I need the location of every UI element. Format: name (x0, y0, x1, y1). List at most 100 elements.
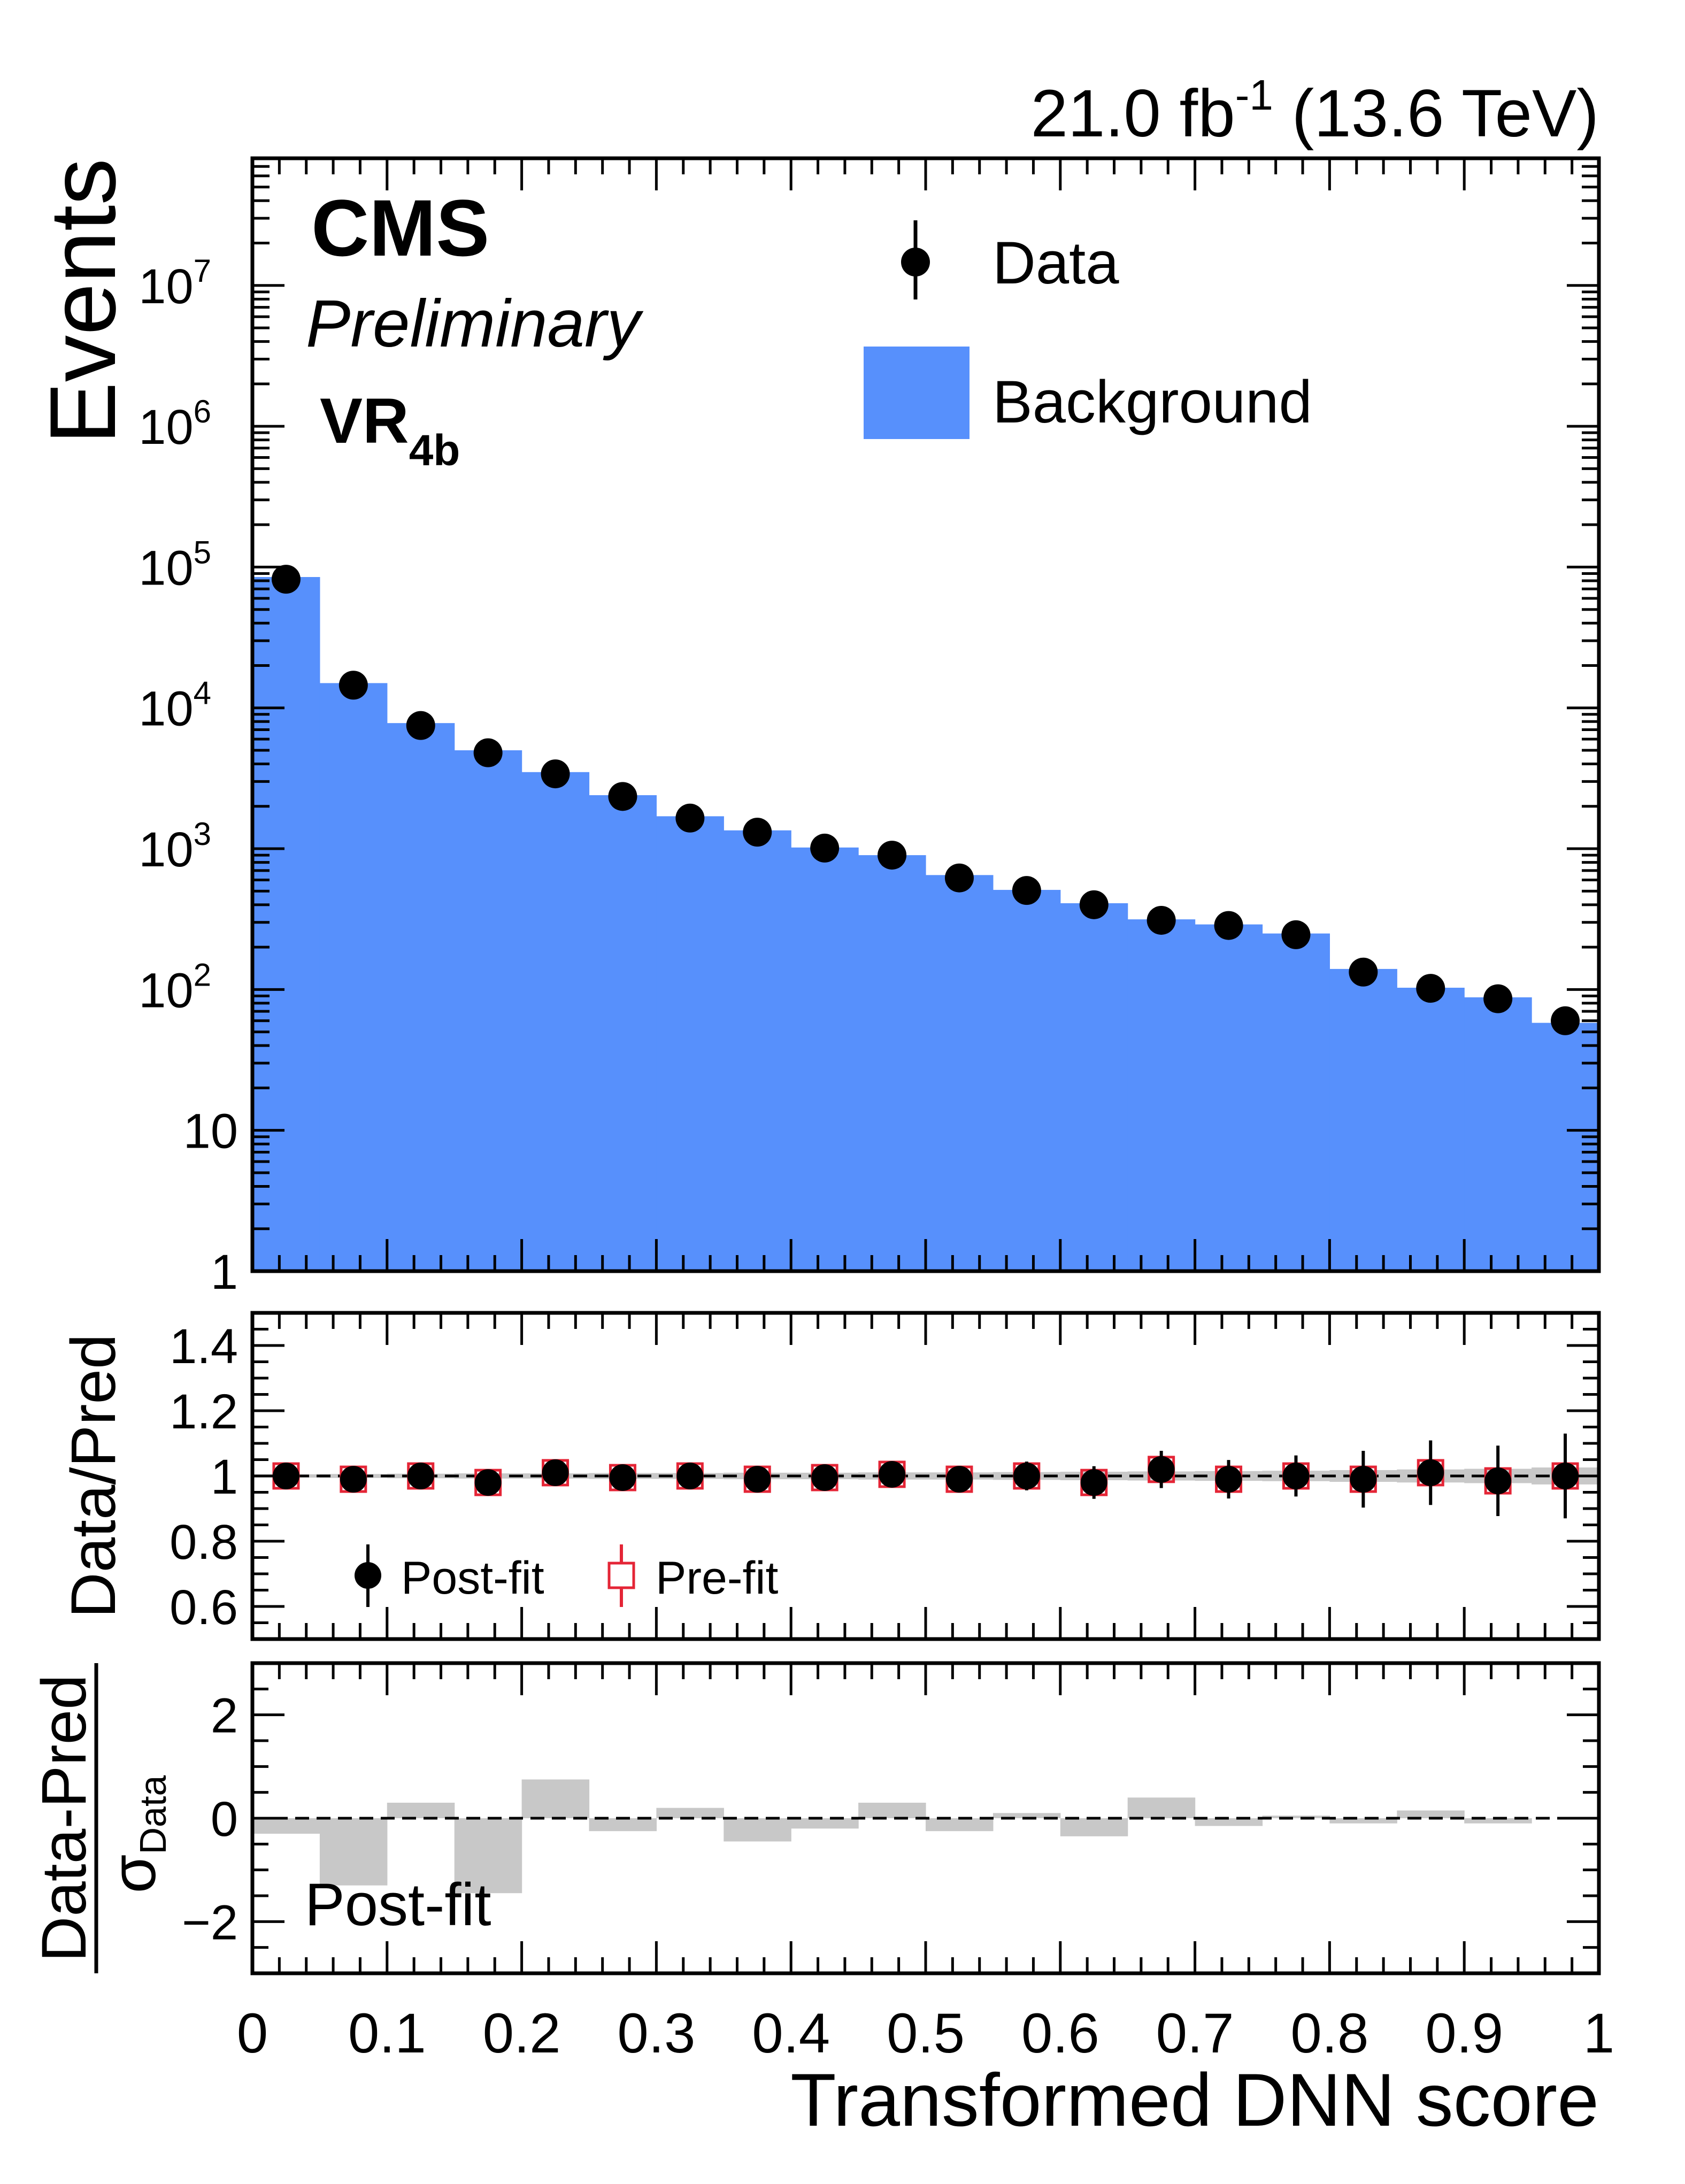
data-point (406, 711, 435, 740)
pull-bar (521, 1779, 590, 1818)
y-tick-label: 105 (139, 534, 211, 595)
x-tick-label: 0.3 (617, 2002, 695, 2065)
pull-bar (1464, 1818, 1532, 1824)
data-point (1349, 957, 1378, 987)
legend-postfit-label: Post-fit (401, 1552, 544, 1604)
y-tick-exponent: 5 (194, 534, 211, 570)
pull-bar (252, 1818, 320, 1834)
pull-bar (1127, 1797, 1196, 1818)
y-tick-mantissa: 10 (183, 1104, 238, 1159)
pull-bar (319, 1818, 388, 1886)
y-tick-exponent: 6 (194, 394, 211, 429)
y-tick-label: 2 (211, 1689, 238, 1743)
data-point (338, 671, 368, 700)
y-tick-label: 103 (139, 816, 211, 877)
data-point (1281, 920, 1311, 949)
data-point (1551, 1006, 1580, 1035)
pull-bar (1262, 1816, 1330, 1818)
legend-background-label: Background (992, 368, 1312, 435)
postfit-marker (879, 1460, 906, 1488)
pull-bar (387, 1803, 455, 1818)
data-point (675, 803, 705, 833)
postfit-marker (609, 1464, 636, 1491)
data-point (473, 738, 503, 767)
pull-bar (656, 1808, 724, 1818)
pull-bar (1195, 1818, 1263, 1826)
y-tick-label: 1 (211, 1450, 238, 1504)
postfit-marker (272, 1463, 299, 1489)
postfit-marker (1484, 1467, 1512, 1495)
data-point (608, 782, 637, 811)
postfit-marker (1080, 1469, 1107, 1496)
postfit-marker (542, 1459, 569, 1486)
data-point (1079, 890, 1109, 919)
x-tick-label: 0.1 (348, 2002, 426, 2065)
pull-bar (589, 1818, 657, 1832)
background-bar (724, 830, 791, 1271)
background-bar (1532, 1022, 1599, 1271)
pull-annotation: Post-fit (305, 1871, 491, 1938)
sigma-symbol: σ (98, 1855, 169, 1894)
background-bar (1464, 997, 1532, 1271)
pull-bar (992, 1813, 1061, 1818)
y-tick-label: 102 (139, 957, 211, 1018)
legend-background-swatch (864, 347, 970, 439)
lumi-exponent: -1 (1235, 71, 1273, 119)
data-point (541, 759, 570, 789)
postfit-marker (676, 1463, 704, 1489)
ratio-panel: 0.6 0.8 1 1.2 1.4 Data/Pred Post-fit Pre-fit (58, 1311, 1601, 1641)
data-point (1147, 905, 1176, 935)
postfit-marker (1350, 1466, 1377, 1493)
postfit-marker (744, 1466, 771, 1493)
background-bar (1060, 903, 1128, 1271)
postfit-marker (1417, 1459, 1444, 1486)
status-label: Preliminary (306, 287, 644, 361)
y-axis-title: Data/Pred (58, 1334, 129, 1618)
y-axis-title: Events (31, 158, 135, 444)
pull-bar (724, 1818, 791, 1842)
y-tick-label: 106 (139, 394, 211, 455)
y-tick-mantissa: 10 (139, 963, 193, 1018)
y-tick-label: 107 (139, 253, 211, 314)
x-axis-title: Transformed DNN score (790, 2058, 1599, 2142)
pull-bar (791, 1818, 859, 1829)
background-bar (656, 816, 724, 1271)
data-point (810, 833, 840, 863)
region-label: VR4b (320, 385, 460, 475)
data-point (878, 841, 907, 870)
energy-label: (13.6 TeV) (1273, 76, 1599, 151)
background-bar (791, 847, 859, 1271)
pull-bar (1060, 1818, 1128, 1836)
x-tick-label: 0.2 (483, 2002, 561, 2065)
postfit-marker (1215, 1466, 1242, 1493)
postfit-marker (407, 1463, 434, 1489)
x-tick-label: 0.9 (1425, 2002, 1503, 2065)
y-tick-label: 0.6 (170, 1580, 238, 1635)
pull-ylabel-numerator: Data-Pred (29, 1674, 99, 1962)
y-tick-label: −2 (182, 1895, 238, 1950)
pull-bar (1397, 1810, 1465, 1818)
x-tick-label: 0.7 (1156, 2002, 1234, 2065)
background-bar (521, 772, 590, 1271)
y-tick-label: 1 (211, 1245, 238, 1299)
y-tick-label: 0.8 (170, 1515, 238, 1570)
luminosity-label: 21.0 fb-1 (13.6 TeV) (1030, 71, 1599, 151)
background-bar (1397, 987, 1465, 1271)
x-tick-label: 0.6 (1021, 2002, 1099, 2065)
y-tick-label: 1.2 (170, 1385, 238, 1439)
x-tick-label: 1 (1583, 2002, 1614, 2065)
legend-data-label: Data (992, 229, 1119, 296)
background-bar (589, 795, 657, 1271)
data-point (271, 565, 301, 594)
y-tick-label: 0 (211, 1792, 238, 1847)
data-point (1214, 911, 1243, 940)
y-tick-label: 10 (183, 1104, 238, 1159)
background-bar (1262, 933, 1330, 1271)
x-tick-label: 0.4 (752, 2002, 830, 2065)
postfit-marker (340, 1466, 367, 1493)
data-point (1483, 984, 1513, 1013)
data-point (1012, 876, 1041, 905)
